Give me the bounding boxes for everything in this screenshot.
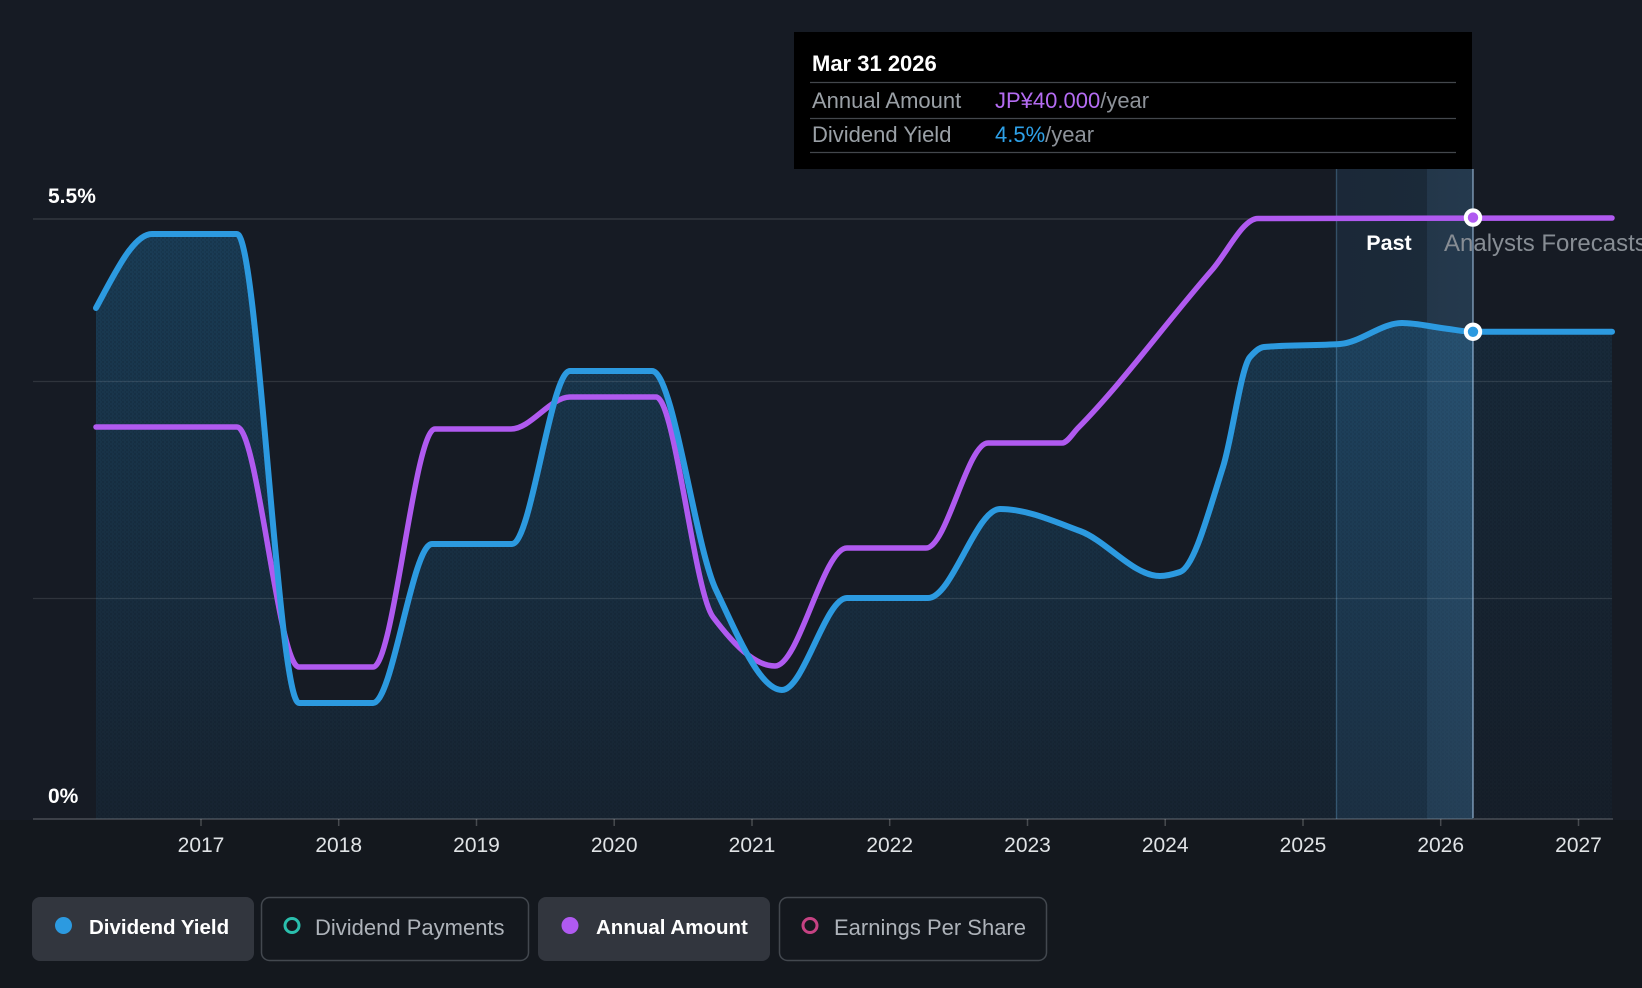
svg-text:JP¥40.000/year: JP¥40.000/year — [995, 88, 1149, 113]
svg-text:2022: 2022 — [866, 834, 913, 857]
svg-text:Earnings Per Share: Earnings Per Share — [834, 915, 1026, 940]
svg-text:Annual Amount: Annual Amount — [596, 916, 748, 939]
svg-text:Annual Amount: Annual Amount — [812, 88, 961, 113]
svg-text:2020: 2020 — [591, 834, 638, 857]
svg-text:Mar 31 2026: Mar 31 2026 — [812, 51, 937, 76]
svg-text:2018: 2018 — [315, 834, 362, 857]
svg-text:Dividend Yield: Dividend Yield — [812, 122, 951, 147]
svg-text:2023: 2023 — [1004, 834, 1051, 857]
svg-text:2027: 2027 — [1555, 834, 1602, 857]
svg-text:5.5%: 5.5% — [48, 185, 96, 208]
svg-text:4.5%/year: 4.5%/year — [995, 122, 1094, 147]
svg-text:2017: 2017 — [178, 834, 225, 857]
svg-text:0%: 0% — [48, 785, 79, 808]
svg-text:Analysts Forecasts: Analysts Forecasts — [1444, 230, 1642, 257]
svg-text:2021: 2021 — [729, 834, 776, 857]
svg-text:Past: Past — [1366, 231, 1411, 255]
svg-text:2025: 2025 — [1280, 834, 1327, 857]
svg-text:2019: 2019 — [453, 834, 500, 857]
svg-text:Dividend Yield: Dividend Yield — [89, 916, 229, 939]
svg-text:2026: 2026 — [1417, 834, 1464, 857]
svg-text:2024: 2024 — [1142, 834, 1189, 857]
svg-text:Dividend Payments: Dividend Payments — [315, 915, 505, 940]
